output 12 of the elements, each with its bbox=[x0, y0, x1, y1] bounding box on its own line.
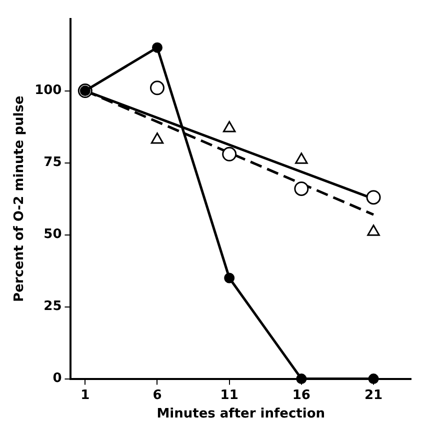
y-tick-label: 50 bbox=[44, 227, 62, 242]
y-tick-label: 100 bbox=[34, 83, 62, 98]
x-tick-label: 1 bbox=[80, 388, 90, 403]
x-tick-label: 6 bbox=[152, 388, 162, 403]
x-axis-title: Minutes after infection bbox=[156, 406, 326, 422]
y-tick-label: 25 bbox=[44, 299, 62, 314]
y-tick-label: 0 bbox=[52, 371, 62, 386]
y-tick-label: 75 bbox=[44, 155, 62, 170]
x-tick-label: 21 bbox=[364, 388, 383, 403]
y-axis-title: Percent of O-2 minute pulse bbox=[12, 95, 28, 302]
x-tick-label: 16 bbox=[292, 388, 310, 403]
x-tick-label: 11 bbox=[220, 388, 238, 403]
